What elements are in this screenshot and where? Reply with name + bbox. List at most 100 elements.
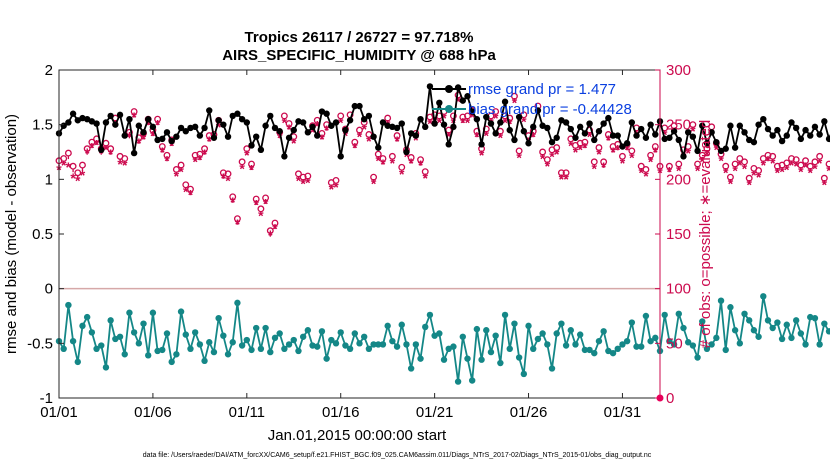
bias-point: [586, 346, 593, 354]
bias-point: [238, 342, 246, 349]
rmse-point: [722, 145, 729, 152]
bias-point: [788, 334, 795, 342]
bias-point: [600, 328, 607, 335]
obs-evaluated-point: *: [244, 147, 250, 163]
bias-point: [398, 321, 405, 328]
legend-bias-marker: [445, 105, 453, 113]
rmse-point: [445, 141, 452, 148]
obs-evaluated-point: *: [808, 165, 814, 181]
obs-evaluated-point: *: [667, 164, 673, 180]
y-tick-label-right: 250: [666, 117, 691, 134]
obs-evaluated-point: *: [638, 165, 644, 181]
bias-point: [98, 342, 105, 349]
bias-point: [107, 317, 114, 324]
obs-evaluated-point: *: [751, 167, 757, 183]
obs-evaluated-point: *: [338, 114, 344, 130]
obs-evaluated-point: *: [230, 194, 236, 210]
rmse-point: [520, 128, 528, 135]
rmse-point: [238, 116, 246, 123]
bias-point: [680, 324, 687, 332]
y-tick-label-right: 300: [666, 62, 691, 79]
bias-point: [520, 370, 528, 378]
rmse-point: [769, 132, 776, 139]
rmse-point: [464, 93, 471, 100]
obs-evaluated-point: *: [61, 157, 67, 173]
rmse-point: [778, 137, 786, 145]
rmse-point: [576, 123, 584, 131]
rmse-point: [182, 128, 189, 135]
bias-point: [675, 310, 682, 318]
rmse-point: [473, 116, 481, 123]
rmse-point: [379, 119, 387, 126]
bias-point: [497, 359, 504, 367]
rmse-point: [365, 112, 373, 120]
rmse-point: [112, 121, 119, 128]
rmse-point: [562, 119, 570, 126]
obs-evaluated-point: *: [89, 140, 95, 156]
rmse-point: [267, 112, 274, 120]
obs-evaluated-point: *: [441, 110, 447, 126]
bias-point: [379, 341, 387, 348]
rmse-point: [243, 119, 251, 126]
axes: 01/01 01/06 01/11 01/16 01/21 01/26 01/31 -1 -0.…: [27, 62, 691, 421]
obs-evaluated-point: *: [648, 154, 654, 170]
rmse-point: [530, 123, 537, 131]
obs-evaluated-point: *: [573, 144, 579, 160]
bias-point: [450, 343, 457, 350]
rmse-point: [731, 144, 739, 151]
obs-evaluated-point: *: [272, 220, 278, 236]
bias-point: [140, 320, 147, 327]
legend-rmse-marker: [445, 85, 453, 93]
x-tick-label: 01/01: [40, 404, 78, 421]
obs-evaluated-point: *: [577, 142, 583, 158]
y-tick-label-right: 150: [666, 226, 691, 243]
bias-point: [121, 351, 128, 358]
obs-evaluated-point: *: [531, 129, 537, 145]
rmse-point: [403, 148, 410, 156]
rmse-point: [797, 135, 805, 143]
bias-point: [468, 377, 476, 384]
obs-evaluated-point: *: [629, 149, 635, 165]
obs-evaluated-point: *: [427, 115, 433, 131]
rmse-point: [586, 120, 593, 127]
rmse-point: [201, 124, 208, 132]
bias-point: [821, 320, 828, 327]
bias-point: [65, 301, 72, 309]
obs-evaluated-point: *: [789, 157, 795, 173]
obs-evaluated-point: *: [779, 164, 785, 180]
obs-evaluated-point: *: [732, 162, 738, 178]
obs-evaluated-point: *: [136, 135, 142, 151]
obs-evaluated-point: *: [469, 109, 475, 125]
rmse-point: [168, 137, 175, 145]
obs-possible-point: [689, 121, 697, 129]
bias-point: [267, 348, 274, 356]
rmse-point: [774, 126, 781, 134]
obs-evaluated-point: *: [423, 170, 429, 186]
obs-evaluated-point: *: [258, 207, 264, 223]
bias-point: [778, 335, 786, 343]
bias-point: [792, 317, 800, 324]
rmse-point: [755, 121, 762, 128]
x-tick-label: 01/11: [229, 404, 265, 421]
obs-evaluated-point: *: [357, 129, 363, 145]
rmse-point: [173, 133, 180, 140]
bias-point: [638, 343, 645, 350]
rmse-point: [689, 133, 697, 140]
bias-point: [713, 334, 720, 342]
obs-possible-point: [449, 112, 457, 120]
obs-evaluated-point: *: [559, 171, 565, 187]
bias-point: [332, 340, 340, 347]
obs-evaluated-point: *: [277, 130, 283, 146]
obs-evaluated-point: *: [512, 95, 518, 111]
obs-evaluated-point: *: [253, 196, 259, 212]
bias-point: [825, 328, 830, 335]
rmse-point: [220, 121, 227, 128]
bias-point: [699, 318, 706, 325]
rmse-point: [215, 117, 222, 124]
bias-point: [572, 341, 579, 348]
obs-evaluated-point: *: [282, 114, 288, 130]
obs-evaluated-point: *: [676, 162, 682, 178]
y-tick-label-left: 1: [45, 171, 53, 188]
rmse-point: [309, 123, 316, 131]
obs-evaluated-point: *: [216, 119, 222, 135]
